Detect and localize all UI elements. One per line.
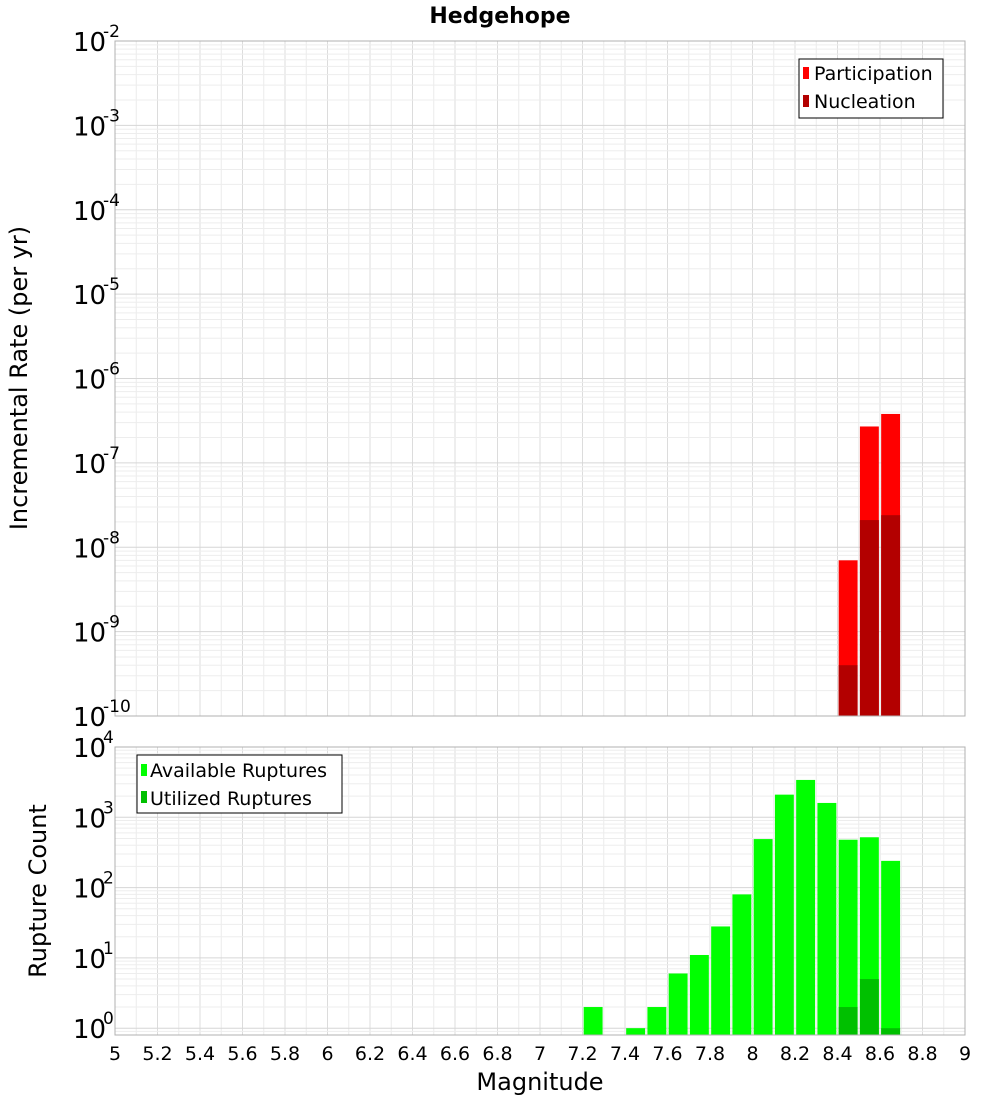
- rate-y-tick-base: 10: [73, 281, 106, 311]
- x-axis-label: Magnitude: [476, 1068, 603, 1096]
- rate-bar-nucleation: [838, 665, 858, 716]
- rate-y-tick-base: 10: [73, 28, 106, 58]
- rate-grid: [114, 41, 966, 717]
- count-y-axis-label: Rupture Count: [24, 804, 52, 978]
- count-bar-available-ruptures: [753, 839, 773, 1035]
- x-tick-label: 5.6: [227, 1043, 257, 1065]
- count-bar-available-ruptures: [668, 973, 688, 1035]
- count-bar-available-ruptures: [817, 802, 837, 1035]
- x-tick-label: 6.2: [355, 1043, 385, 1065]
- rate-y-tick-base: 10: [73, 197, 106, 227]
- count-bar-available-ruptures: [647, 1007, 667, 1035]
- count-y-tick-exponent: 1: [103, 939, 114, 959]
- rate-y-axis-label: Incremental Rate (per yr): [5, 226, 33, 530]
- x-tick-label: 5.4: [185, 1043, 215, 1065]
- count-plot-border: [114, 746, 966, 1036]
- count-y-tick-exponent: 4: [103, 728, 114, 748]
- utilized-legend-swatch: [141, 791, 147, 803]
- count-bar-available-ruptures: [838, 839, 858, 1035]
- x-tick-label: 6.4: [397, 1043, 427, 1065]
- rate-panel: 10-210-310-410-510-610-710-810-910-10 In…: [5, 22, 966, 733]
- x-tick-label: 8.2: [780, 1043, 810, 1065]
- rate-y-tick-exponent: -8: [103, 528, 120, 548]
- rate-y-tick-exponent: -4: [103, 191, 120, 211]
- rate-y-tick-exponent: -5: [103, 275, 120, 295]
- count-bar-utilized-ruptures: [881, 1028, 901, 1035]
- rate-plot-border: [114, 40, 966, 717]
- x-tick-label: 8.4: [822, 1043, 852, 1065]
- rate-legend-box: [798, 58, 944, 119]
- rate-y-tick-exponent: -3: [103, 106, 120, 126]
- count-x-ticks: 5 5.2 5.4 5.6 5.8 6 6.2 6.4 6.6 6.8 7 7.2 7.4 7.6 7.8 8…: [109, 1043, 971, 1065]
- count-bar-available-ruptures: [732, 894, 752, 1035]
- rate-y-tick-base: 10: [73, 534, 106, 564]
- rate-y-tick-base: 10: [73, 366, 106, 396]
- x-tick-label: 6.6: [440, 1043, 470, 1065]
- count-bar-utilized-ruptures: [838, 1007, 858, 1035]
- count-bar-available-ruptures: [626, 1028, 646, 1035]
- count-y-tick-base: 10: [73, 875, 106, 905]
- x-tick-label: 5.2: [142, 1043, 172, 1065]
- rate-y-tick-exponent: -6: [103, 360, 120, 380]
- count-bar-available-ruptures: [583, 1007, 603, 1035]
- count-legend: Available Ruptures Utilized Ruptures: [136, 754, 343, 814]
- count-bar-available-ruptures: [774, 794, 794, 1035]
- rate-bar-nucleation: [859, 520, 879, 716]
- participation-legend-swatch: [803, 67, 809, 79]
- rate-y-tick-base: 10: [73, 619, 106, 649]
- x-tick-label: 7: [534, 1043, 546, 1065]
- count-bar-available-ruptures: [689, 954, 709, 1035]
- x-tick-label: 8.6: [865, 1043, 895, 1065]
- count-y-tick-exponent: 0: [103, 1009, 114, 1029]
- count-bar-available-ruptures: [711, 926, 731, 1035]
- count-bar-utilized-ruptures: [859, 979, 879, 1035]
- available-legend-label: Available Ruptures: [150, 760, 327, 782]
- rate-bars: [838, 413, 901, 716]
- count-legend-box: [136, 754, 343, 814]
- count-y-tick-base: 10: [73, 1015, 106, 1045]
- x-tick-label: 5: [109, 1043, 121, 1065]
- count-bars: [583, 779, 901, 1035]
- x-tick-label: 7.2: [567, 1043, 597, 1065]
- utilized-legend-label: Utilized Ruptures: [150, 788, 312, 810]
- x-tick-label: 6: [321, 1043, 333, 1065]
- count-y-tick-exponent: 3: [103, 798, 114, 818]
- rate-y-tick-exponent: -2: [103, 22, 120, 42]
- nucleation-legend-swatch: [803, 95, 809, 107]
- x-tick-label: 8: [746, 1043, 758, 1065]
- x-tick-label: 9: [959, 1043, 971, 1065]
- count-y-tick-base: 10: [73, 945, 106, 975]
- rate-y-tick-exponent: -9: [103, 613, 120, 633]
- rate-y-tick-exponent: -7: [103, 444, 120, 464]
- participation-legend-label: Participation: [814, 63, 933, 85]
- count-y-tick-base: 10: [73, 734, 106, 764]
- x-tick-label: 8.8: [907, 1043, 937, 1065]
- available-legend-swatch: [141, 764, 147, 776]
- count-y-tick-base: 10: [73, 804, 106, 834]
- x-tick-label: 6.8: [482, 1043, 512, 1065]
- rate-y-tick-base: 10: [73, 112, 106, 142]
- chart-title: Hedgehope: [429, 4, 570, 29]
- x-tick-label: 7.4: [610, 1043, 640, 1065]
- rate-bar-nucleation: [881, 515, 901, 716]
- rate-legend: Participation Nucleation: [798, 58, 944, 119]
- rate-y-ticks: 10-210-310-410-510-610-710-810-910-10: [73, 22, 131, 733]
- rate-y-tick-base: 10: [73, 450, 106, 480]
- rate-y-tick-base: 10: [73, 703, 106, 733]
- count-bar-available-ruptures: [881, 860, 901, 1035]
- count-bar-available-ruptures: [796, 779, 816, 1035]
- x-tick-label: 7.8: [695, 1043, 725, 1065]
- nucleation-legend-label: Nucleation: [814, 91, 916, 113]
- x-tick-label: 7.6: [652, 1043, 682, 1065]
- count-y-tick-exponent: 2: [103, 869, 114, 889]
- rate-y-tick-exponent: -10: [103, 697, 131, 717]
- x-tick-label: 5.8: [270, 1043, 300, 1065]
